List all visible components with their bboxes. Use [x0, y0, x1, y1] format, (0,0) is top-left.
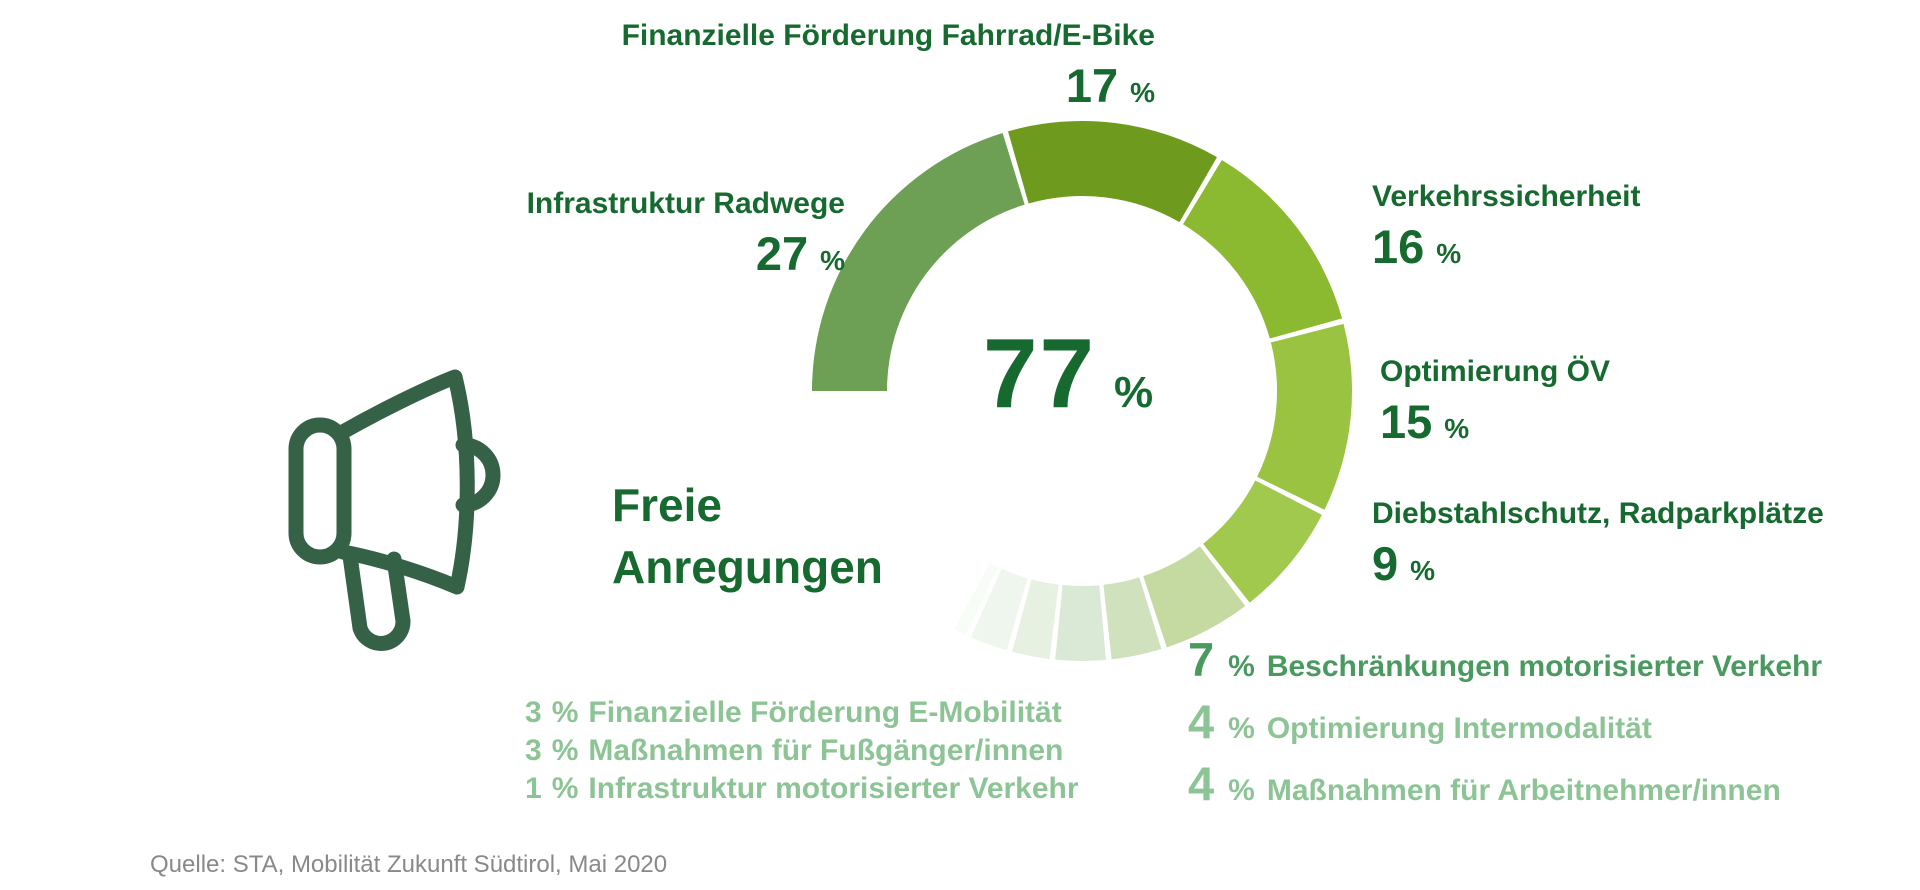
row-number: 1 — [525, 772, 542, 805]
percent-sign: % — [1444, 413, 1470, 444]
callout-number: 17 — [1065, 59, 1119, 112]
percent-sign: % — [820, 245, 845, 276]
percent-sign: % — [1436, 238, 1462, 269]
callout-optimierung-oev: Optimierung ÖV 15 % — [1380, 354, 1610, 448]
callout-title: Finanzielle Förderung Fahrrad/E-Bike — [621, 19, 1155, 52]
callout-value: 9 % — [1372, 538, 1824, 590]
percent-sign: % — [551, 734, 579, 767]
callout-value: 17 % — [622, 60, 1155, 112]
donut-segment-10 — [954, 562, 999, 635]
center-number: 77 — [983, 318, 1097, 428]
percent-sign: % — [1228, 650, 1255, 683]
focus-label: Freie Anregungen — [612, 474, 883, 598]
percent-sign: % — [551, 772, 579, 805]
row-number: 4 — [1188, 757, 1215, 810]
callout-title: Optimierung ÖV — [1380, 355, 1611, 388]
callout-infrastruktur-radwege: Infrastruktur Radwege 27 % — [527, 186, 845, 280]
percent-sign: % — [1130, 77, 1155, 108]
row-label: Beschränkungen motorisierter Verkehr — [1266, 650, 1823, 683]
donut-segment-8 — [1012, 579, 1059, 660]
row-label: Infrastruktur motorisierter Verkehr — [588, 772, 1079, 805]
donut-segment-4 — [1203, 480, 1322, 603]
callout-number: 27 — [755, 227, 809, 280]
row-intermodalitaet: 4 % Optimierung Intermodalität — [1188, 694, 1652, 749]
donut-segment-7 — [1055, 585, 1106, 662]
callout-value: 16 % — [1372, 221, 1641, 273]
row-number: 4 — [1188, 695, 1215, 748]
row-label: Finanzielle Förderung E-Mobilität — [588, 696, 1062, 729]
row-number: 7 — [1188, 633, 1215, 686]
callout-verkehrssicherheit: Verkehrssicherheit 16 % — [1372, 179, 1641, 273]
donut-segment-1 — [1008, 120, 1217, 223]
row-beschraenkungen: 7 % Beschränkungen motorisierter Verkehr — [1188, 632, 1822, 687]
megaphone-rim — [288, 417, 352, 565]
callout-number: 9 — [1372, 537, 1399, 590]
donut-center-value: 77 % — [983, 318, 1153, 428]
callout-diebstahlschutz: Diebstahlschutz, Radparkplätze 9 % — [1372, 496, 1824, 590]
row-number: 3 — [525, 734, 542, 767]
percent-sign: % — [1228, 774, 1255, 807]
row-number: 3 — [525, 696, 542, 729]
megaphone-icon — [288, 369, 501, 651]
small-notes-group: 3 % Finanzielle Förderung E-Mobilität 3 … — [525, 694, 1079, 808]
callout-value: 15 % — [1380, 396, 1610, 448]
callout-title: Verkehrssicherheit — [1372, 180, 1641, 213]
callout-title: Infrastruktur Radwege — [526, 187, 845, 220]
donut-segment-0 — [812, 132, 1025, 391]
donut-segment-6 — [1103, 577, 1162, 660]
donut-segment-9 — [970, 568, 1028, 651]
megaphone-body — [333, 369, 475, 595]
row-label: Maßnahmen für Fußgänger/innen — [588, 734, 1064, 767]
percent-sign: % — [1228, 712, 1255, 745]
callout-finanzielle-foerderung-fahrrad: Finanzielle Förderung Fahrrad/E-Bike 17 … — [622, 18, 1155, 112]
callout-value: 27 % — [527, 228, 845, 280]
source-line: Quelle: STA, Mobilität Zukunft Südtirol,… — [150, 851, 668, 878]
callout-number: 15 — [1380, 395, 1433, 448]
callout-number: 16 — [1372, 220, 1425, 273]
row-label: Maßnahmen für Arbeitnehmer/innen — [1266, 774, 1781, 807]
row-arbeitnehmer: 4 % Maßnahmen für Arbeitnehmer/innen — [1188, 756, 1781, 811]
percent-sign: % — [551, 696, 579, 729]
megaphone-knob — [455, 437, 501, 513]
donut-segment-3 — [1257, 323, 1353, 510]
percent-sign: % — [1410, 555, 1436, 586]
row-label: Optimierung Intermodalität — [1266, 712, 1652, 745]
megaphone-handle — [342, 548, 411, 651]
percent-sign: % — [1114, 368, 1154, 417]
donut-chart — [812, 120, 1353, 662]
row-motorisiert: 1 % Infrastruktur motorisierter Verkehr — [525, 770, 1079, 808]
row-fussgaenger: 3 % Maßnahmen für Fußgänger/innen — [525, 732, 1079, 770]
donut-segment-2 — [1183, 160, 1343, 339]
donut-segment-5 — [1143, 546, 1246, 648]
row-emobilitaet: 3 % Finanzielle Förderung E-Mobilität — [525, 694, 1079, 732]
focus-line-2: Anregungen — [612, 541, 883, 593]
focus-line-1: Freie — [612, 479, 722, 531]
callout-title: Diebstahlschutz, Radparkplätze — [1372, 497, 1824, 530]
